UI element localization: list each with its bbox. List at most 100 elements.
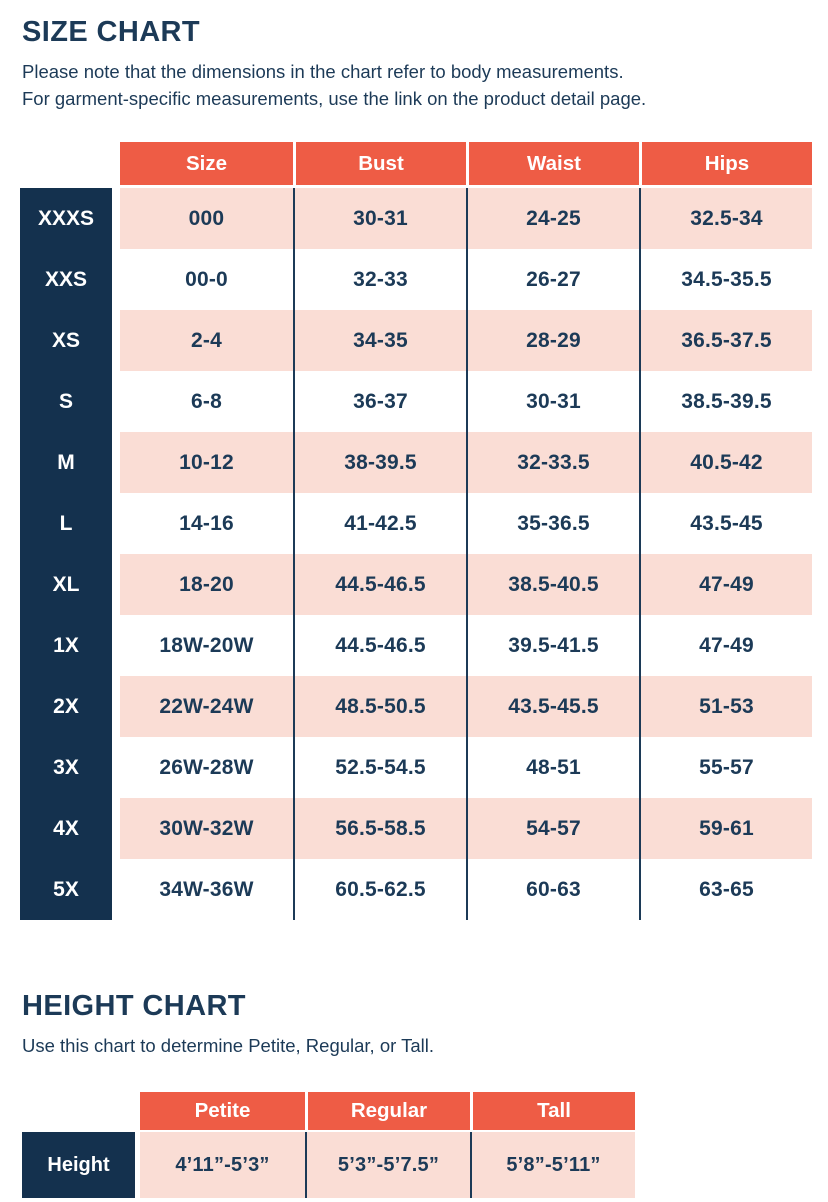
size-column-header: Size: [120, 142, 293, 185]
size-cell: 34W-36W: [120, 859, 293, 920]
size-row-label: 4X: [20, 798, 112, 859]
size-row-gap: [112, 371, 120, 432]
size-cell: 51-53: [639, 676, 812, 737]
size-row-label: XXS: [20, 249, 112, 310]
size-cell: 47-49: [639, 615, 812, 676]
size-chart-subtitle-line2: For garment-specific measurements, use t…: [22, 88, 647, 109]
size-row-label: 3X: [20, 737, 112, 798]
size-cell: 18W-20W: [120, 615, 293, 676]
height-chart-section: HEIGHT CHART Use this chart to determine…: [0, 920, 828, 1198]
size-cell: 44.5-46.5: [293, 615, 466, 676]
size-cell: 63-65: [639, 859, 812, 920]
size-cell: 38.5-39.5: [639, 371, 812, 432]
size-chart-subtitle: Please note that the dimensions in the c…: [22, 58, 828, 112]
size-cell: 32.5-34: [639, 188, 812, 249]
size-row: XL 18-20 44.5-46.5 38.5-40.5 47-49: [20, 554, 828, 615]
size-cell: 32-33.5: [466, 432, 639, 493]
size-row: S 6-8 36-37 30-31 38.5-39.5: [20, 371, 828, 432]
size-cell: 48-51: [466, 737, 639, 798]
size-row-gap: [112, 737, 120, 798]
size-cell: 26-27: [466, 249, 639, 310]
size-cell: 56.5-58.5: [293, 798, 466, 859]
height-column-header: Petite: [140, 1092, 305, 1130]
size-cell: 52.5-54.5: [293, 737, 466, 798]
size-row: XS 2-4 34-35 28-29 36.5-37.5: [20, 310, 828, 371]
size-row-gap: [112, 859, 120, 920]
size-cell: 30W-32W: [120, 798, 293, 859]
size-cell: 47-49: [639, 554, 812, 615]
size-cell: 38.5-40.5: [466, 554, 639, 615]
size-row-label: 1X: [20, 615, 112, 676]
height-row: Height 4’11”-5’3” 5’3”-5’7.5” 5’8”-5’11”: [22, 1132, 828, 1198]
size-row-gap: [112, 615, 120, 676]
size-chart-body: XXXS 000 30-31 24-25 32.5-34 XXS 00-0 32-33 26-2…: [20, 188, 828, 920]
size-row-gap: [112, 188, 120, 249]
size-row: XXXS 000 30-31 24-25 32.5-34: [20, 188, 828, 249]
size-cell: 18-20: [120, 554, 293, 615]
size-row: 2X 22W-24W 48.5-50.5 43.5-45.5 51-53: [20, 676, 828, 737]
height-chart-header-row: Petite Regular Tall: [140, 1092, 828, 1130]
size-row: 5X 34W-36W 60.5-62.5 60-63 63-65: [20, 859, 828, 920]
size-column-header: Bust: [293, 142, 466, 185]
size-cell: 10-12: [120, 432, 293, 493]
size-row: XXS 00-0 32-33 26-27 34.5-35.5: [20, 249, 828, 310]
size-chart-table: Size Bust Waist Hips XXXS 000 30-31 24-25 32.5-…: [20, 142, 828, 920]
size-row-gap: [112, 798, 120, 859]
size-cell: 60.5-62.5: [293, 859, 466, 920]
height-row-label: Height: [22, 1132, 135, 1198]
size-row: 3X 26W-28W 52.5-54.5 48-51 55-57: [20, 737, 828, 798]
size-cell: 40.5-42: [639, 432, 812, 493]
size-cell: 60-63: [466, 859, 639, 920]
size-row: L 14-16 41-42.5 35-36.5 43.5-45: [20, 493, 828, 554]
size-row-gap: [112, 554, 120, 615]
size-row-gap: [112, 676, 120, 737]
size-cell: 39.5-41.5: [466, 615, 639, 676]
size-cell: 48.5-50.5: [293, 676, 466, 737]
size-row-label: XL: [20, 554, 112, 615]
height-chart-table: Petite Regular Tall Height 4’11”-5’3” 5’3”-5…: [22, 1092, 828, 1198]
size-cell: 41-42.5: [293, 493, 466, 554]
size-row-label: M: [20, 432, 112, 493]
size-cell: 59-61: [639, 798, 812, 859]
size-row-gap: [112, 493, 120, 554]
height-column-header: Regular: [305, 1092, 470, 1130]
size-chart-subtitle-line1: Please note that the dimensions in the c…: [22, 61, 624, 82]
size-cell: 44.5-46.5: [293, 554, 466, 615]
size-chart-title: SIZE CHART: [22, 16, 200, 48]
size-row-gap: [112, 310, 120, 371]
size-cell: 22W-24W: [120, 676, 293, 737]
size-cell: 000: [120, 188, 293, 249]
size-row-gap: [112, 432, 120, 493]
height-cell: 5’3”-5’7.5”: [305, 1132, 470, 1198]
size-row-gap: [112, 249, 120, 310]
size-cell: 6-8: [120, 371, 293, 432]
height-cell: 4’11”-5’3”: [140, 1132, 305, 1198]
size-cell: 35-36.5: [466, 493, 639, 554]
size-cell: 24-25: [466, 188, 639, 249]
size-cell: 14-16: [120, 493, 293, 554]
size-row: 4X 30W-32W 56.5-58.5 54-57 59-61: [20, 798, 828, 859]
size-cell: 30-31: [293, 188, 466, 249]
height-chart-subtitle-line1: Use this chart to determine Petite, Regu…: [22, 1035, 434, 1056]
size-column-header: Hips: [639, 142, 812, 185]
size-cell: 2-4: [120, 310, 293, 371]
height-chart-title: HEIGHT CHART: [22, 990, 246, 1022]
size-row: M 10-12 38-39.5 32-33.5 40.5-42: [20, 432, 828, 493]
height-chart-subtitle: Use this chart to determine Petite, Regu…: [22, 1032, 828, 1059]
size-cell: 30-31: [466, 371, 639, 432]
height-cell: 5’8”-5’11”: [470, 1132, 635, 1198]
size-cell: 55-57: [639, 737, 812, 798]
size-row-label: L: [20, 493, 112, 554]
size-row-label: XS: [20, 310, 112, 371]
size-cell: 32-33: [293, 249, 466, 310]
height-chart-body: Height 4’11”-5’3” 5’3”-5’7.5” 5’8”-5’11”: [22, 1132, 828, 1198]
size-cell: 54-57: [466, 798, 639, 859]
size-row-label: S: [20, 371, 112, 432]
size-chart-header-row: Size Bust Waist Hips: [120, 142, 828, 185]
size-row-label: XXXS: [20, 188, 112, 249]
size-cell: 34.5-35.5: [639, 249, 812, 310]
size-cell: 34-35: [293, 310, 466, 371]
size-row-label: 5X: [20, 859, 112, 920]
size-cell: 28-29: [466, 310, 639, 371]
size-column-header: Waist: [466, 142, 639, 185]
